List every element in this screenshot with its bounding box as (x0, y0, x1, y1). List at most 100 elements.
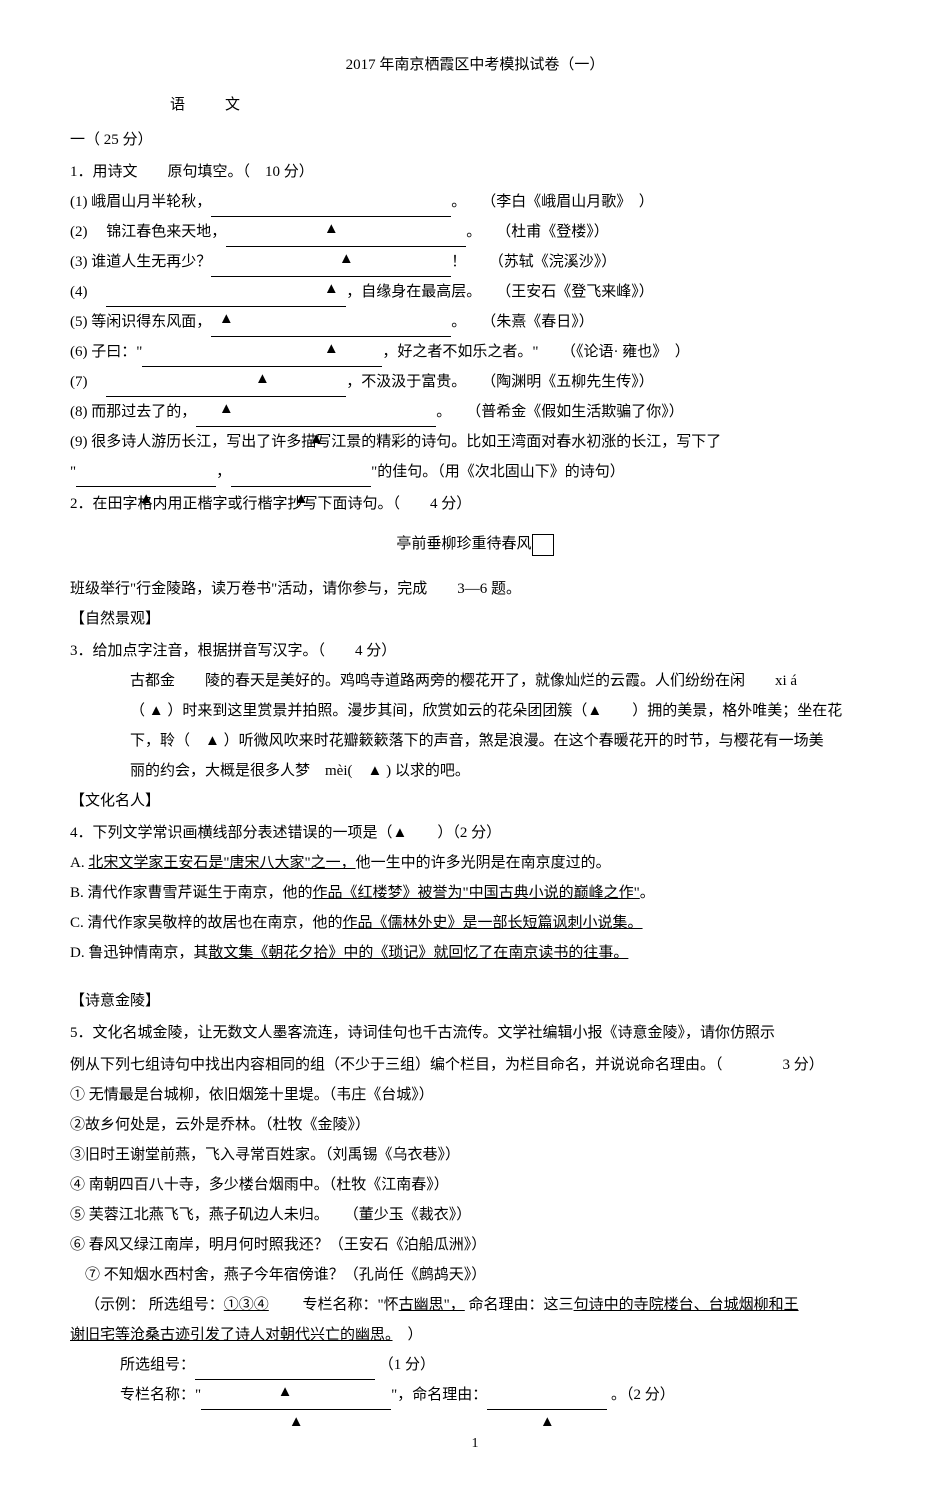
q4-2-label: C. (70, 915, 88, 931)
exam-subject: 语文 (70, 90, 880, 120)
q3-para3: 下，聆（ ▲ ）听微风吹来时花瓣簌簌落下的声音，煞是浪漫。在这个春暖花开的时节，… (70, 726, 880, 756)
q5-prompt: 5．文化名城金陵，让无数文人墨客流连，诗词佳句也千古流传。文学社编辑小报《诗意金… (70, 1018, 880, 1048)
q5-ex-nums-label: 所选组号： (149, 1297, 224, 1313)
q1-3-num: (3) (70, 254, 88, 270)
q1-5-blank[interactable]: ▲ (211, 336, 451, 337)
q5-ex-label: （示例： (85, 1297, 145, 1313)
q1-6-blank[interactable]: ▲ (142, 366, 382, 367)
q2-char-0: 亭 (396, 536, 411, 552)
q1-8-after: 。 (436, 404, 444, 420)
q1-2-blank[interactable]: ▲ (226, 246, 466, 247)
q5-ex-nums: ①③④ (224, 1297, 269, 1313)
q1-item-5: (5) 等闲识得东风面， ▲ 。 （朱熹《春日》） (70, 307, 880, 337)
q1-3-source: （苏轼《浣溪沙》） (496, 254, 616, 270)
q5-ex-reason: 句诗中的寺院楼台、台城烟柳和王 (574, 1297, 799, 1313)
q2-char-5: 重 (472, 536, 487, 552)
q5-ans-nums-blank[interactable]: ▲ (195, 1379, 375, 1380)
q1-5-after: 。 (451, 314, 459, 330)
q1-4-num: (4) (70, 284, 88, 300)
q4-2-underlined: 作品《儒林外史》是一部长短篇讽刺小说集。 (343, 915, 643, 931)
q5-answer-nums: 所选组号：▲ （1 分） (70, 1350, 880, 1380)
section-1-header: 一（ 25 分） (70, 125, 880, 155)
q4-1-label: B. (70, 885, 88, 901)
activity-intro: 班级举行"行金陵路，读万卷书"活动，请你参与，完成 3—6 题。 (70, 574, 880, 604)
q1-6-after: ，好之者不如乐之者。" (382, 344, 538, 360)
q1-7-blank[interactable]: ▲ (106, 396, 346, 397)
q1-item-1: (1) 峨眉山月半轮秋，▲。 （李白《峨眉山月歌》 ） (70, 187, 880, 217)
q5-poem-7: ⑦ 不知烟水西村舍，燕子今年宿傍谁？（孔尚任《鹧鸪天》） (70, 1260, 880, 1290)
q5-ex-name-label: 专栏名称："怀 (273, 1297, 399, 1313)
q1-7-source: （陶渊明《五柳先生传》） (489, 374, 654, 390)
q3-para4: 丽的约会，大概是很多人梦 mèi( ▲ ) 以求的吧。 (70, 756, 880, 786)
q5-ans-nums-label: 所选组号： (120, 1357, 195, 1373)
q1-3-blank[interactable]: ▲ (211, 276, 451, 277)
q1-item-2: (2) 锦江春色来天地，▲。 （杜甫《登楼》） (70, 217, 880, 247)
q4-prompt: 4．下列文学常识画横线部分表述错误的一项是（▲ ）（2 分） (70, 818, 880, 848)
q4-3-before: 鲁迅钟情南京，其 (88, 945, 208, 961)
q1-8-blank[interactable]: ▲ (196, 426, 436, 427)
q1-item-3: (3) 谁道人生无再少？ ▲ ！ （苏轼《浣溪沙》） (70, 247, 880, 277)
q4-option-C[interactable]: C. 清代作家吴敬梓的故居也在南京，他的作品《儒林外史》是一部长短篇讽刺小说集。 (70, 908, 880, 938)
q1-2-before: 锦江春色来天地， (91, 224, 226, 240)
q1-4-source: （王安石《登飞来峰》） (504, 284, 654, 300)
q4-option-D[interactable]: D. 鲁迅钟情南京，其散文集《朝花夕拾》中的《琐记》就回忆了在南京读书的往事。 (70, 938, 880, 968)
q5-ans-name-mid: "，命名理由： (391, 1387, 487, 1403)
q1-1-blank[interactable]: ▲ (211, 216, 451, 217)
q5-poem-4: ④ 南朝四百八十寺，多少楼台烟雨中。（杜牧《江南春》） (70, 1170, 880, 1200)
heading-poetry: 【诗意金陵】 (70, 986, 880, 1016)
q2-empty-box[interactable] (532, 534, 554, 556)
q1-3-after: ！ (451, 254, 466, 270)
q4-1-before: 清代作家曹雪芹诞生于南京，他的 (88, 885, 313, 901)
q1-4-after: ，自缘身在最高层。 (346, 284, 474, 300)
q3-prompt: 3．给加点字注音，根据拼音写汉字。（ 4 分） (70, 636, 880, 666)
q1-9-before: " (70, 464, 76, 480)
q5-ex-close: ） (393, 1327, 423, 1343)
q4-1-underlined: 作品《红楼梦》被誉为"中国古典小说的巅峰之作" (313, 885, 640, 901)
q2-char-8: 风 (517, 536, 532, 552)
q1-item9: (9) 很多诗人游历长江，写出了许多描写江景的精彩的诗句。比如王湾面对春水初涨的… (70, 427, 880, 457)
q2-char-3: 柳 (441, 536, 456, 552)
q1-5-num: (5) (70, 314, 88, 330)
q5-ans-name-blank[interactable]: ▲ (201, 1409, 391, 1410)
q2-char-6: 待 (487, 536, 502, 552)
q1-9-blank1[interactable]: ▲ (76, 486, 216, 487)
q1-1-before: 峨眉山月半轮秋， (91, 194, 211, 210)
q1-8-num: (8) (70, 404, 88, 420)
q1-9-text: 很多诗人游历长江，写出了许多描写江景的精彩的诗句。比如王湾面对春水初涨的长江，写… (91, 434, 721, 450)
q5-ex-line2: 谢旧宅等沧桑古迹引发了诗人对朝代兴亡的幽思。 (70, 1327, 393, 1343)
q1-4-blank[interactable]: ▲ (106, 306, 346, 307)
q5-poem-1: ① 无情最是台城柳，依旧烟笼十里堤。（韦庄《台城》） (70, 1080, 880, 1110)
q1-5-before: 等闲识得东风面， (91, 314, 211, 330)
q4-0-rest: 他一生中的许多光阴是在南京度过的。 (356, 855, 611, 871)
q5-ans-name-score: 。（2 分） (611, 1387, 675, 1403)
q1-1-num: (1) (70, 194, 88, 210)
q4-3-underlined: 散文集《朝花夕拾》中的《琐记》就回忆了在南京读书的往事。 (208, 945, 628, 961)
q1-prompt: 1．用诗文 原句填空。（ 10 分） (70, 157, 880, 187)
q5-ans-name-label: 专栏名称：" (120, 1387, 201, 1403)
q1-item-6: (6) 子曰："▲，好之者不如乐之者。" （《论语· 雍也》 ） (70, 337, 880, 367)
q4-option-A[interactable]: A. 北宋文学家王安石是"唐宋八大家"之一，他一生中的许多光阴是在南京度过的。 (70, 848, 880, 878)
q1-item-7: (7) ▲，不汲汲于富贵。 （陶渊明《五柳先生传》） (70, 367, 880, 397)
q1-9-after: "的佳句。（用《次北固山下》的诗句） (371, 464, 625, 480)
q1-5-source: （朱熹《春日》） (489, 314, 594, 330)
q5-example: （示例： 所选组号：①③④ 专栏名称："怀古幽思"， 命名理由：这三句诗中的寺院… (70, 1290, 880, 1320)
q1-8-before: 而那过去了的， (91, 404, 196, 420)
q2-char-2: 垂 (426, 536, 441, 552)
q1-item-8: (8) 而那过去了的， ▲ 。 （普希金《假如生活欺骗了你》） (70, 397, 880, 427)
q2-boxes: 亭前垂柳珍重待春风 (70, 529, 880, 559)
q1-2-num: (2) (70, 224, 88, 240)
q5-poem-6: ⑥ 春风又绿江南岸，明月何时照我还？（王安石《泊船瓜洲》） (70, 1230, 880, 1260)
q1-9-mid: ， (216, 464, 231, 480)
q5-ex-reason-label: 命名理由：这三 (469, 1297, 574, 1313)
q4-option-B[interactable]: B. 清代作家曹雪芹诞生于南京，他的作品《红楼梦》被誉为"中国古典小说的巅峰之作… (70, 878, 880, 908)
q3-para1: 古都金 陵的春天是美好的。鸡鸣寺道路两旁的樱花开了，就像灿烂的云霞。人们纷纷在闲… (70, 666, 880, 696)
q1-9-blank2[interactable]: ▲ (231, 486, 371, 487)
q1-6-before: 子曰：" (91, 344, 142, 360)
exam-title: 2017 年南京栖霞区中考模拟试卷（一） (70, 50, 880, 80)
q5-ans-reason-blank[interactable]: ▲ (487, 1409, 607, 1410)
q1-8-source: （普希金《假如生活欺骗了你》） (474, 404, 684, 420)
q5-ex-name: 古幽思"， (399, 1297, 465, 1313)
q1-3-before: 谁道人生无再少？ (91, 254, 211, 270)
q1-2-source: （杜甫《登楼》） (504, 224, 609, 240)
q2-char-7: 春 (502, 536, 517, 552)
